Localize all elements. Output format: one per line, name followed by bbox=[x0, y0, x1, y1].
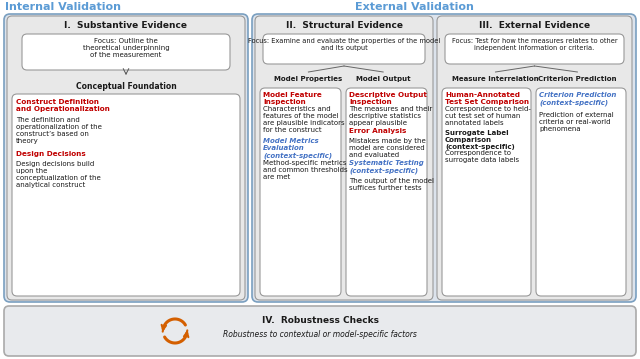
FancyBboxPatch shape bbox=[252, 14, 636, 302]
Text: Mistakes made by the
model are considered
and evaluated: Mistakes made by the model are considere… bbox=[349, 138, 426, 158]
FancyBboxPatch shape bbox=[22, 34, 230, 70]
Text: The output of the model
suffices further tests: The output of the model suffices further… bbox=[349, 178, 434, 191]
Text: Method-specific metrics
and common thresholds
are met: Method-specific metrics and common thres… bbox=[263, 160, 348, 180]
Text: Correspondence to held-
cut test set of human
annotated labels: Correspondence to held- cut test set of … bbox=[445, 106, 531, 126]
Text: Model Properties: Model Properties bbox=[275, 76, 342, 82]
Text: Internal Validation: Internal Validation bbox=[5, 2, 121, 12]
FancyBboxPatch shape bbox=[536, 88, 626, 296]
Text: The measures and their
descriptive statistics
appear plausible: The measures and their descriptive stati… bbox=[349, 106, 432, 126]
Text: II.  Structural Evidence: II. Structural Evidence bbox=[285, 21, 403, 30]
FancyBboxPatch shape bbox=[260, 88, 341, 296]
Text: IV.  Robustness Checks: IV. Robustness Checks bbox=[262, 316, 378, 325]
Text: Design Decisions: Design Decisions bbox=[16, 151, 86, 157]
FancyBboxPatch shape bbox=[437, 16, 632, 300]
Text: Error Analysis: Error Analysis bbox=[349, 128, 406, 134]
Text: Surrogate Label
Comparison
(context-specific): Surrogate Label Comparison (context-spec… bbox=[445, 130, 515, 150]
Text: III.  External Evidence: III. External Evidence bbox=[479, 21, 590, 30]
Text: Robustness to contextual or model-specific factors: Robustness to contextual or model-specif… bbox=[223, 330, 417, 339]
Text: Design decisions build
upon the
conceptualization of the
analytical construct: Design decisions build upon the conceptu… bbox=[16, 161, 100, 188]
Text: Model Feature
Inspection: Model Feature Inspection bbox=[263, 92, 322, 105]
Text: Model Output: Model Output bbox=[356, 76, 410, 82]
FancyBboxPatch shape bbox=[445, 34, 624, 64]
Text: Focus: Examine and evaluate the properties of the model
and its output: Focus: Examine and evaluate the properti… bbox=[248, 38, 440, 51]
FancyBboxPatch shape bbox=[12, 94, 240, 296]
Text: Measure Interrelation: Measure Interrelation bbox=[452, 76, 539, 82]
Text: Model Metrics
Evaluation
(context-specific): Model Metrics Evaluation (context-specif… bbox=[263, 138, 332, 159]
Text: Systematic Testing
(context-specific): Systematic Testing (context-specific) bbox=[349, 160, 424, 174]
FancyBboxPatch shape bbox=[442, 88, 531, 296]
FancyBboxPatch shape bbox=[4, 14, 248, 302]
FancyBboxPatch shape bbox=[346, 88, 427, 296]
Text: Human-Annotated
Test Set Comparison: Human-Annotated Test Set Comparison bbox=[445, 92, 529, 105]
FancyBboxPatch shape bbox=[263, 34, 425, 64]
Text: Focus: Test for how the measures relates to other
independent information or cri: Focus: Test for how the measures relates… bbox=[452, 38, 618, 51]
FancyBboxPatch shape bbox=[7, 16, 245, 300]
Text: I.  Substantive Evidence: I. Substantive Evidence bbox=[65, 21, 188, 30]
Text: Descriptive Output
Inspection: Descriptive Output Inspection bbox=[349, 92, 427, 105]
Text: Characteristics and
features of the model
are plausible indicators
for the const: Characteristics and features of the mode… bbox=[263, 106, 344, 133]
Text: Criterion Prediction: Criterion Prediction bbox=[538, 76, 617, 82]
FancyBboxPatch shape bbox=[4, 306, 636, 356]
Text: Focus: Outline the
theoretical underpinning
of the measurement: Focus: Outline the theoretical underpinn… bbox=[83, 38, 170, 58]
Text: The definition and
operationalization of the
construct’s based on
theory: The definition and operationalization of… bbox=[16, 117, 102, 144]
Text: Prediction of external
criteria or real-world
phenomena: Prediction of external criteria or real-… bbox=[539, 112, 614, 132]
Text: Conceptual Foundation: Conceptual Foundation bbox=[76, 82, 177, 91]
Text: Construct Definition
and Operationalization: Construct Definition and Operationalizat… bbox=[16, 99, 110, 112]
Text: External Validation: External Validation bbox=[355, 2, 474, 12]
Text: Correspondence to
surrogate data labels: Correspondence to surrogate data labels bbox=[445, 150, 519, 163]
Text: Criterion Prediction
(context-specific): Criterion Prediction (context-specific) bbox=[539, 92, 616, 106]
FancyBboxPatch shape bbox=[255, 16, 433, 300]
